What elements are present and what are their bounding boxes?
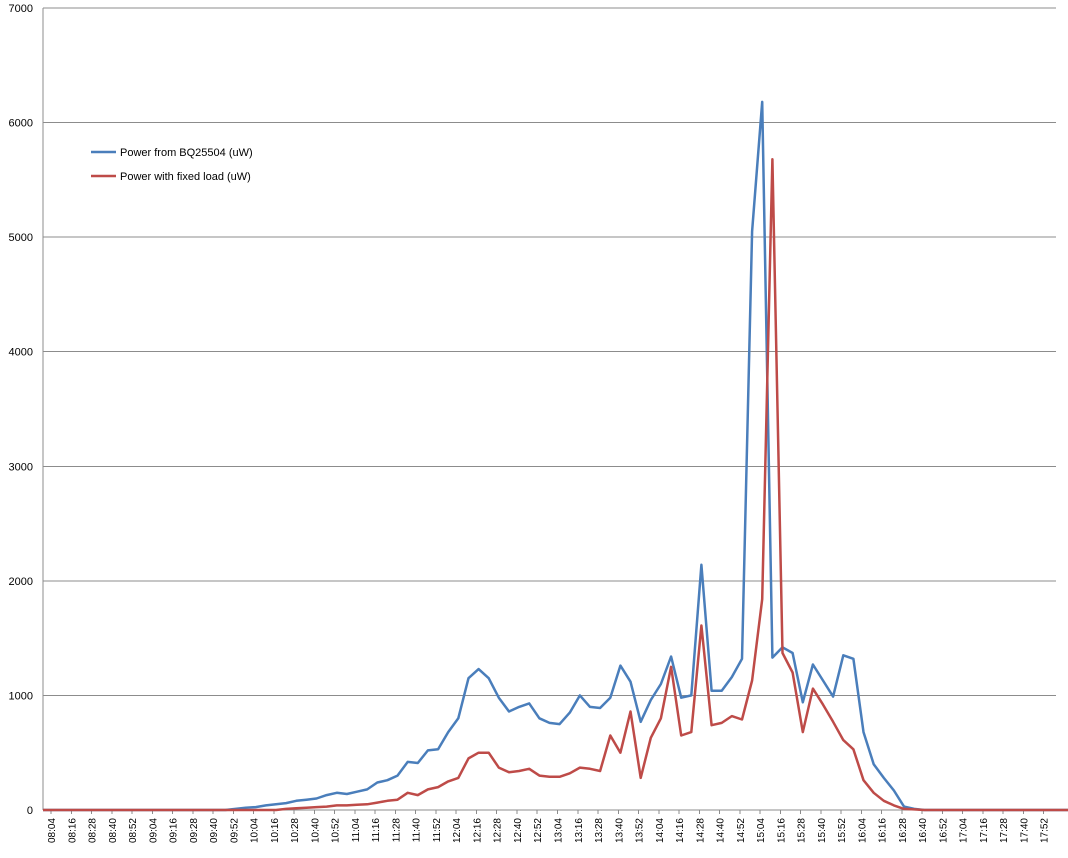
x-tick-label: 14:52 xyxy=(736,818,747,843)
x-tick-label: 11:16 xyxy=(371,818,382,843)
x-tick-label: 13:04 xyxy=(554,818,565,843)
x-tick-label: 12:28 xyxy=(493,818,504,843)
x-tick-label: 15:40 xyxy=(817,818,828,843)
x-tick-label: 09:52 xyxy=(229,818,240,843)
x-tick-label: 12:16 xyxy=(472,818,483,843)
axes: 0 1000 2000 3000 4000 5000 6000 7000 08:04 08:16 0… xyxy=(9,3,1056,843)
x-tick-label: 16:16 xyxy=(878,818,889,843)
x-tick-label: 14:04 xyxy=(655,818,666,843)
x-tick-label: 17:52 xyxy=(1040,818,1051,843)
x-tick-label: 16:52 xyxy=(938,818,949,843)
x-tick-label: 11:52 xyxy=(432,818,443,843)
x-tick-label: 10:52 xyxy=(331,818,342,843)
series-line-1 xyxy=(43,100,1068,812)
x-tick-label: 17:40 xyxy=(1019,818,1030,843)
x-tick-label: 12:40 xyxy=(513,818,524,843)
series-lines xyxy=(43,100,1068,812)
x-tick-label: 08:40 xyxy=(108,818,119,843)
x-tick-label: 09:40 xyxy=(209,818,220,843)
x-tick-label: 10:04 xyxy=(250,818,261,843)
x-tick-label: 13:52 xyxy=(635,818,646,843)
x-tick-label: 13:40 xyxy=(614,818,625,843)
x-tick-label: 13:16 xyxy=(574,818,585,843)
x-tick-label: 12:52 xyxy=(533,818,544,843)
x-tick-label: 11:04 xyxy=(351,818,362,843)
x-tick-label: 17:16 xyxy=(979,818,990,843)
x-tick-label: 11:28 xyxy=(391,818,402,843)
x-tick-label: 09:28 xyxy=(189,818,200,843)
x-tick-label: 09:16 xyxy=(169,818,180,843)
x-tick-label: 17:04 xyxy=(959,818,970,843)
x-tick-label: 15:28 xyxy=(797,818,808,843)
y-tick-label: 5000 xyxy=(9,232,33,244)
legend: Power from BQ25504 (uW) Power with fixed … xyxy=(91,147,253,183)
x-tick-label: 10:28 xyxy=(290,818,301,843)
gridlines xyxy=(43,7,1056,696)
x-tick-label: 12:04 xyxy=(452,818,463,843)
y-tick-label: 3000 xyxy=(9,461,33,473)
legend-label-1: Power from BQ25504 (uW) xyxy=(120,147,253,159)
legend-label-2: Power with fixed load (uW) xyxy=(120,171,251,183)
x-tick-label: 08:04 xyxy=(47,818,58,843)
x-tick-label: 16:40 xyxy=(918,818,929,843)
x-tick-label: 11:40 xyxy=(412,818,423,843)
x-tick-label: 13:28 xyxy=(594,818,605,843)
y-tick-label: 7000 xyxy=(9,3,33,15)
x-tick-label: 14:16 xyxy=(675,818,686,843)
x-tick-label: 17:28 xyxy=(999,818,1010,843)
y-tick-label: 0 xyxy=(27,805,33,817)
x-tick-label: 08:28 xyxy=(88,818,99,843)
series-line-2 xyxy=(43,157,1068,812)
x-tick-label: 15:16 xyxy=(776,818,787,843)
x-tick-label: 08:16 xyxy=(67,818,78,843)
y-tick-label: 6000 xyxy=(9,118,33,130)
y-tick-label: 1000 xyxy=(9,690,33,702)
x-tick-label: 09:04 xyxy=(148,818,159,843)
y-tick-label: 2000 xyxy=(9,576,33,588)
x-tick-label: 10:40 xyxy=(310,818,321,843)
x-tick-label: 16:28 xyxy=(898,818,909,843)
x-tick-label: 15:52 xyxy=(837,818,848,843)
x-tick-label: 08:52 xyxy=(128,818,139,843)
y-tick-label: 4000 xyxy=(9,347,33,359)
x-tick-label: 14:28 xyxy=(695,818,706,843)
x-tick-label: 14:40 xyxy=(716,818,727,843)
x-tick-label: 16:04 xyxy=(857,818,868,843)
x-tick-label: 15:04 xyxy=(756,818,767,843)
x-tick-label: 10:16 xyxy=(270,818,281,843)
